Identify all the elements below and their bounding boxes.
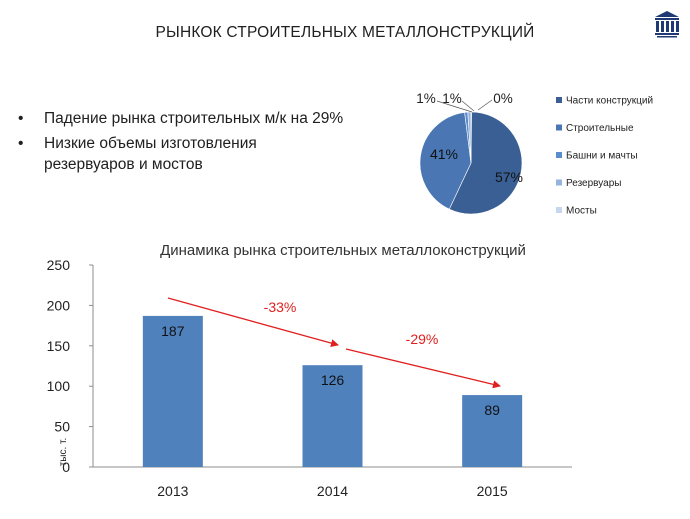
pie-data-label: 41% — [430, 146, 458, 162]
bar — [302, 365, 363, 467]
bar — [462, 395, 523, 467]
pie-chart: 57% 41% 1% 1% 0% — [416, 91, 523, 215]
y-tick-label: 250 — [47, 257, 71, 273]
pie-legend: Части конструкций Строительные Башни и мач… — [556, 96, 653, 217]
legend-label: Строительные — [566, 123, 634, 134]
pie-slice — [448, 111, 523, 215]
pie-data-label: 1% — [442, 91, 462, 106]
legend-label: Части конструкций — [566, 96, 653, 107]
bar-value-label: 187 — [161, 323, 185, 339]
legend-swatch — [556, 124, 562, 131]
bullet-item: Низкие объемы изготовления резервуаров и… — [18, 133, 348, 175]
bullet-list: Падение рынка строительных м/к на 29% Ни… — [18, 108, 348, 179]
legend-swatch — [556, 179, 562, 186]
y-tick-label: 50 — [54, 419, 70, 435]
slide-title: РЫНКОК СТРОИТЕЛЬНЫХ МЕТАЛЛОНСТРУКЦИЙ — [155, 24, 535, 41]
pie-data-label: 57% — [495, 169, 523, 185]
legend-swatch — [556, 97, 562, 103]
x-tick-label: 2013 — [157, 483, 188, 499]
y-tick-label: 100 — [47, 378, 71, 394]
legend-label: Башни и мачты — [566, 151, 638, 162]
trend-arrow — [167, 297, 339, 347]
bullet-item: Падение рынка строительных м/к на 29% — [18, 108, 348, 129]
bar-value-label: 126 — [321, 372, 345, 388]
legend-swatch — [556, 207, 562, 213]
y-tick-label: 150 — [47, 338, 71, 354]
legend-swatch — [556, 152, 562, 158]
y-tick-label: 0 — [62, 459, 70, 475]
change-annotation: -29% — [406, 331, 439, 347]
trend-arrow — [345, 348, 501, 389]
y-axis-label: тыс. т. — [58, 438, 69, 467]
pie-leader-line — [477, 99, 493, 111]
x-tick-label: 2015 — [477, 483, 508, 499]
pie-leader-line — [461, 100, 475, 112]
legend-label: Мосты — [566, 206, 597, 217]
bar-chart-title: Динамика рынка строительных металлоконст… — [160, 242, 526, 259]
pie-leader-line — [436, 100, 473, 113]
change-annotation: -33% — [264, 299, 297, 315]
legend-label: Резервуары — [566, 178, 621, 189]
bar — [142, 315, 203, 467]
pie-data-label: 0% — [493, 91, 513, 106]
x-tick-label: 2014 — [317, 483, 348, 499]
bar-chart: 0 50 100 150 200 250 тыс. т. 187 2013 126 2014 89 20… — [47, 257, 572, 499]
pie-slice — [419, 112, 472, 210]
logo-icon — [652, 8, 682, 40]
y-tick-label: 200 — [47, 297, 71, 313]
bar-value-label: 89 — [484, 402, 500, 418]
pie-data-label: 1% — [416, 91, 436, 106]
